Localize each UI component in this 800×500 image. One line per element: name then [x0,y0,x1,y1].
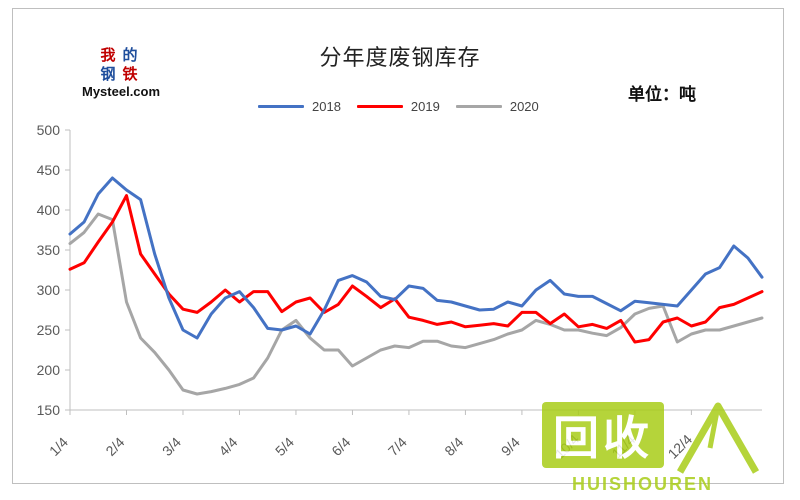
legend-swatch-2018 [258,104,304,108]
legend-label-2020: 2020 [509,98,539,114]
legend-swatch-2019 [356,104,403,108]
legend-item-2020: 2020 [455,96,539,116]
x-tick-label: 8/4 [441,434,466,459]
x-tick-label: 7/4 [385,434,410,459]
x-tick-label: 1/4 [46,434,71,459]
unit-label: 单位：吨 [628,85,696,105]
x-tick-label: 6/4 [328,434,353,459]
watermark-en-text: HUISHOUREN [572,474,714,494]
x-tick-label: 4/4 [215,434,240,459]
y-tick-label: 400 [37,202,61,218]
series-line-2019 [68,194,764,344]
logo-text: Mysteel.com [82,84,161,99]
legend-label-2018: 2018 [312,98,341,114]
logo-characters: 我 的 钢 铁 [98,46,142,86]
logo-char-4: 铁 [122,65,138,83]
logo-char-3: 钢 [100,65,116,83]
legend: 2018 2019 2020 [258,96,539,116]
x-tick-label: 5/4 [272,434,297,459]
series-line-2020 [68,212,764,396]
x-tick-label: 2/4 [102,434,127,459]
y-tick-label: 200 [37,362,61,378]
y-tick-label: 300 [37,282,61,298]
watermark-leaf-icon [676,402,760,474]
y-tick-label: 250 [37,322,61,338]
legend-label-2019: 2019 [410,98,440,114]
y-tick-label: 150 [37,402,61,418]
series-line-2018 [68,176,764,340]
watermark-cn-text: 回收 [553,411,653,465]
watermark-box: 回收 [542,402,664,468]
legend-swatch-2020 [455,104,502,108]
y-tick-label: 350 [37,242,61,258]
legend-item-2019: 2019 [356,96,440,116]
chart-title: 分年度废钢库存 [319,46,481,71]
y-tick-label: 450 [37,162,61,178]
x-tick-label: 9/4 [498,434,523,459]
logo-char-1: 我 [100,46,116,64]
mysteel-logo: 我 的 钢 铁 Mysteel.com [82,46,192,106]
y-tick-label: 500 [37,122,61,138]
huishouren-watermark: 回收 HUISHOUREN [540,396,780,496]
legend-item-2018: 2018 [258,96,341,116]
logo-char-2: 的 [122,46,138,64]
x-tick-label: 3/4 [159,434,184,459]
